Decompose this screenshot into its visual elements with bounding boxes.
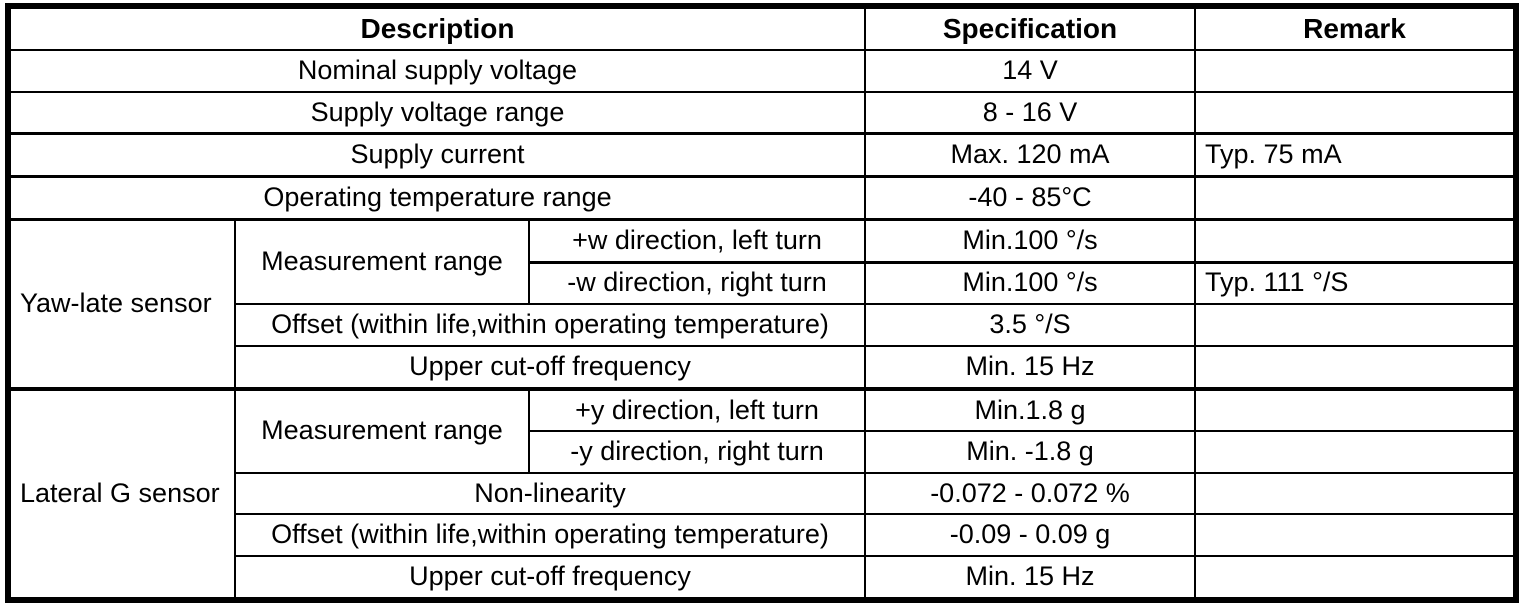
cell-description-lateral-offset: Offset (within life,within operating tem… [233, 513, 867, 557]
cell-description-yaw-pos-direction: +w direction, left turn [527, 217, 867, 263]
cell-yaw-measurement-range-label: Measurement range [234, 217, 530, 306]
cell-description-yaw-offset: Offset (within life,within operating tem… [233, 303, 867, 347]
cell-remark-voltage-range [1194, 90, 1518, 135]
cell-spec-lateral-pos-direction: Min.1.8 g [864, 386, 1197, 433]
cell-spec-supply-current: Max. 120 mA [864, 132, 1197, 178]
cell-spec-lateral-offset: -0.09 - 0.09 g [864, 513, 1197, 557]
cell-spec-lateral-neg-direction: Min. -1.8 g [864, 430, 1197, 474]
cell-remark-operating-temp [1194, 175, 1518, 221]
cell-description-lateral-neg-direction: -y direction, right turn [527, 430, 867, 474]
cell-spec-yaw-neg-direction: Min.100 °/s [864, 260, 1197, 306]
cell-remark-lateral-pos-direction [1194, 386, 1518, 433]
cell-description-lateral-cutoff: Upper cut-off frequency [233, 554, 867, 602]
cell-remark-yaw-neg-direction: Typ. 111 °/S [1194, 260, 1518, 306]
cell-lateral-measurement-range-label: Measurement range [234, 386, 530, 474]
cell-remark-yaw-offset [1194, 303, 1518, 347]
column-header-remark: Remark [1194, 5, 1518, 51]
cell-spec-yaw-cutoff: Min. 15 Hz [864, 344, 1197, 390]
cell-description-yaw-cutoff: Upper cut-off frequency [233, 344, 867, 390]
cell-spec-lateral-cutoff: Min. 15 Hz [864, 554, 1197, 602]
table-row: -y direction, right turn Min. -1.8 g [8, 430, 1518, 474]
cell-description-nominal-voltage: Nominal supply voltage [6, 49, 867, 93]
cell-description-operating-temp: Operating temperature range [6, 175, 867, 221]
table-row: Lateral G sensor Measurement range +y di… [7, 386, 1518, 601]
cell-description-voltage-range: Supply voltage range [6, 90, 867, 135]
table-row: Supply current Max. 120 mA Typ. 75 mA [6, 132, 1518, 178]
cell-description-yaw-neg-direction: -w direction, right turn [527, 260, 867, 306]
cell-remark-lateral-cutoff [1194, 554, 1518, 602]
cell-remark-yaw-cutoff [1194, 344, 1518, 390]
cell-remark-yaw-pos-direction [1194, 217, 1518, 263]
cell-description-supply-current: Supply current [6, 132, 867, 178]
cell-description-lateral-pos-direction: +y direction, left turn [527, 386, 867, 433]
table-row: Yaw-late sensor Measurement range +w dir… [7, 217, 1518, 390]
table-row: Offset (within life,within operating tem… [8, 513, 1518, 557]
table-row: Offset (within life,within operating tem… [8, 303, 1518, 347]
column-header-description: Description [6, 5, 867, 51]
cell-spec-operating-temp: -40 - 85°C [864, 175, 1197, 221]
cell-remark-lateral-offset [1194, 513, 1518, 557]
sensor-specification-table: Description Specification Remark Nominal… [5, 3, 1520, 603]
cell-remark-lateral-neg-direction [1194, 430, 1518, 474]
table-row: Nominal supply voltage 14 V [6, 49, 1518, 93]
cell-spec-yaw-offset: 3.5 °/S [864, 303, 1197, 347]
cell-description-non-linearity: Non-linearity [233, 471, 867, 516]
table-row: Operating temperature range -40 - 85°C [6, 175, 1518, 221]
table-row: Non-linearity -0.072 - 0.072 % [8, 471, 1518, 516]
cell-spec-voltage-range: 8 - 16 V [864, 90, 1197, 135]
table-row: Supply voltage range 8 - 16 V [6, 90, 1518, 135]
cell-spec-nominal-voltage: 14 V [864, 49, 1197, 93]
table-row: -w direction, right turn Min.100 °/s Typ… [8, 260, 1518, 306]
group-label-lateral-g-sensor: Lateral G sensor [7, 386, 236, 601]
column-header-specification: Specification [864, 5, 1197, 51]
cell-spec-non-linearity: -0.072 - 0.072 % [864, 471, 1197, 516]
table-header-row: Description Specification Remark [6, 5, 1518, 51]
cell-remark-nominal-voltage [1194, 49, 1518, 93]
cell-remark-supply-current: Typ. 75 mA [1194, 132, 1518, 178]
group-label-yaw-rate-sensor: Yaw-late sensor [7, 217, 236, 390]
cell-spec-yaw-pos-direction: Min.100 °/s [864, 217, 1197, 263]
cell-remark-non-linearity [1194, 471, 1518, 516]
table-row: Upper cut-off frequency Min. 15 Hz [8, 344, 1518, 390]
table-row: Upper cut-off frequency Min. 15 Hz [8, 554, 1518, 602]
